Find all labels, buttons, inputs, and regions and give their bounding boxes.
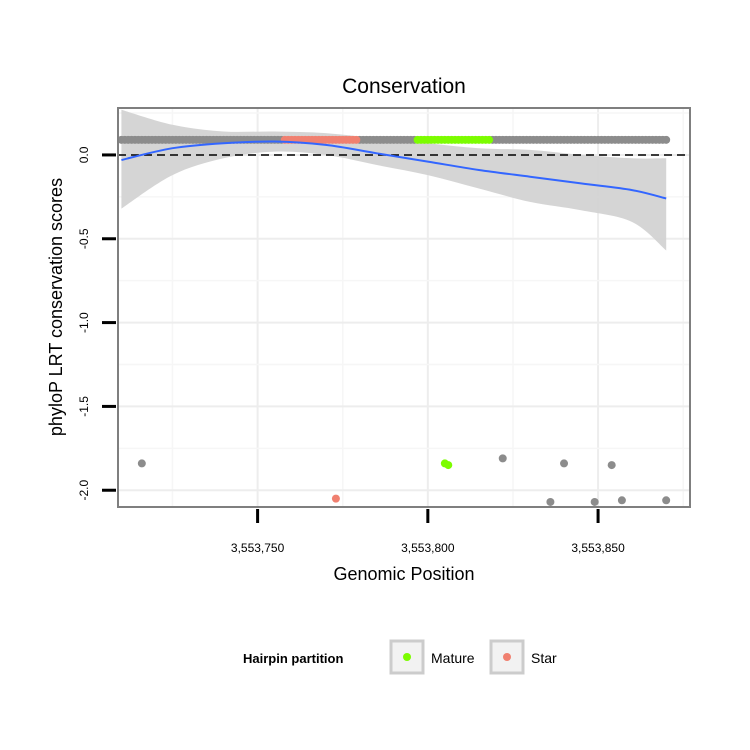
x-axis: 3,553,750 3,553,800 3,553,850 xyxy=(231,509,625,555)
x-tick-label: 3,553,800 xyxy=(401,541,455,555)
point-other-outlier xyxy=(607,461,616,470)
point-other xyxy=(662,135,671,144)
panel-border-rect xyxy=(117,107,691,508)
x-tick-label: 3,553,850 xyxy=(571,541,625,555)
legend-dot-mature xyxy=(403,653,411,661)
y-tick-label: 0.0 xyxy=(77,146,91,163)
confidence-band xyxy=(121,109,667,251)
y-tick-label: -0.5 xyxy=(77,228,91,249)
smooth-trend-line xyxy=(121,140,667,200)
point-star-outlier xyxy=(331,494,340,503)
chart-title: Conservation xyxy=(342,75,466,98)
point-other-outlier xyxy=(546,497,555,506)
point-mature-outlier xyxy=(444,461,453,470)
y-axis-title: phyloP LRT conservation scores xyxy=(46,178,66,436)
legend-dot-star xyxy=(503,653,511,661)
legend: Hairpin partition Mature Star xyxy=(243,639,557,675)
point-other-outlier xyxy=(560,459,569,468)
legend-label-mature: Mature xyxy=(431,650,475,666)
trend-line xyxy=(121,140,667,200)
point-star xyxy=(352,135,361,144)
x-axis-title: Genomic Position xyxy=(333,564,474,584)
y-tick-label: -1.5 xyxy=(77,396,91,417)
point-other-outlier xyxy=(137,459,146,468)
point-other-outlier xyxy=(617,496,626,505)
legend-title: Hairpin partition xyxy=(243,651,343,666)
point-other-outlier xyxy=(498,454,507,463)
confidence-band-area xyxy=(121,109,667,251)
y-axis: 0.0 -0.5 -1.0 -1.5 -2.0 xyxy=(77,146,116,501)
x-tick-label: 3,553,750 xyxy=(231,541,285,555)
point-mature xyxy=(485,135,494,144)
point-other-outlier xyxy=(662,496,671,505)
y-tick-label: -1.0 xyxy=(77,312,91,333)
y-tick-label: -2.0 xyxy=(77,480,91,501)
legend-label-star: Star xyxy=(531,650,557,666)
data-points xyxy=(117,135,671,506)
plot-border xyxy=(117,107,691,508)
point-other-outlier xyxy=(590,497,599,506)
